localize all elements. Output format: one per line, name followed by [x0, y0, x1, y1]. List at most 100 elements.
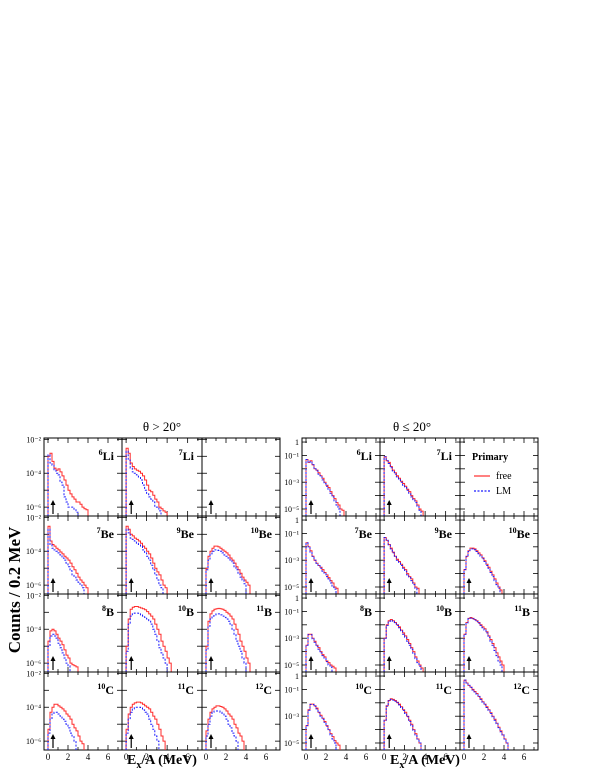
panel: 9Be: [379, 515, 461, 595]
panel: 10B: [121, 593, 203, 673]
nucleus-label: 7Li: [437, 448, 453, 463]
y-tick-label: 1: [295, 438, 299, 447]
left-group-title: θ > 20°: [143, 419, 181, 434]
arrow-head: [208, 734, 214, 739]
mass-number: 6: [99, 448, 103, 457]
panel: 10B: [379, 593, 461, 673]
nucleus-label: 7Be: [355, 526, 373, 541]
nucleus-label: 12C: [513, 682, 530, 697]
x-label-rest: /A (MeV): [403, 753, 460, 768]
panel-frame: [43, 515, 123, 595]
y-tick-label: 10⁻²: [26, 513, 41, 522]
lm-histogram: [305, 459, 341, 516]
panel: 10⁻² 10⁻⁴ 10⁻⁶ 7Be: [26, 513, 123, 595]
element-symbol: Be: [181, 527, 195, 541]
element-symbol: B: [444, 605, 452, 619]
y-tick-label: 10⁻²: [26, 591, 41, 600]
x-label-main: E: [127, 753, 136, 768]
mass-number: 11: [256, 604, 264, 613]
y-tick-label: 10⁻⁶: [26, 503, 41, 512]
y-tick-label: 10⁻¹: [284, 529, 299, 538]
y-axis-label: Counts / 0.2 MeV: [5, 526, 24, 653]
arrow-head: [386, 500, 392, 505]
arrow-head: [208, 500, 214, 505]
x-tick-label: 0: [204, 752, 209, 762]
free-histogram: [125, 447, 168, 516]
nucleus-label: 6Li: [99, 448, 115, 463]
element-symbol: Be: [259, 527, 273, 541]
y-tick-label: 10⁻³: [284, 556, 299, 565]
lm-histogram: [383, 619, 422, 672]
nucleus-label: 7Li: [179, 448, 195, 463]
panel: 0 2 4 6 11C: [121, 671, 203, 762]
x-tick-label: 4: [165, 752, 170, 762]
mass-number: 8: [102, 604, 106, 613]
x-tick-label: 6: [264, 752, 269, 762]
free-histogram: [205, 545, 251, 594]
nucleus-label: 10Be: [251, 526, 273, 541]
nucleus-label: 7Be: [97, 526, 115, 541]
x-label-subscript: x: [399, 760, 404, 770]
arrow-head: [128, 500, 134, 505]
element-symbol: B: [186, 605, 194, 619]
arrow-head: [466, 656, 472, 661]
element-symbol: Be: [101, 527, 115, 541]
nucleus-label: 12C: [255, 682, 272, 697]
y-tick-label: 10⁻¹: [284, 607, 299, 616]
arrow-head: [208, 578, 214, 583]
panel-frame: [121, 671, 203, 751]
panel-frame: [43, 671, 123, 751]
free-histogram: [47, 628, 79, 672]
panel: 0 2 4 6 1 10⁻¹ 10⁻³ 10⁻⁵ 10C: [284, 671, 381, 762]
y-tick-label: 10⁻⁵: [284, 505, 299, 514]
panel: 0 2 4 6 10⁻² 10⁻⁴ 10⁻⁶ 10C: [26, 669, 123, 762]
x-tick-label: 0: [46, 752, 51, 762]
nucleus-label: 9Be: [177, 526, 195, 541]
x-tick-label: 6: [443, 752, 448, 762]
panel-frame: [201, 671, 281, 751]
lm-histogram: [463, 548, 501, 594]
nucleus-label: 6Li: [357, 448, 373, 463]
nucleus-label: 10C: [97, 682, 114, 697]
y-tick-label: 10⁻⁴: [26, 703, 41, 712]
mass-number: 10: [97, 682, 105, 691]
arrow-head: [466, 734, 472, 739]
x-tick-label: 4: [502, 752, 507, 762]
free-histogram: [125, 701, 166, 750]
panel-frame: [379, 593, 461, 673]
panel-frame: [201, 515, 281, 595]
lm-histogram: [205, 549, 247, 594]
lm-histogram: [383, 537, 418, 594]
arrow-head: [50, 656, 56, 661]
free-histogram: [205, 607, 251, 672]
panel: 0 2 4 6 12C: [459, 671, 539, 762]
arrow-head: [50, 500, 56, 505]
x-tick-label: 6: [522, 752, 527, 762]
y-tick-label: 1: [295, 672, 299, 681]
right-group-title: θ ≤ 20°: [393, 419, 431, 434]
x-tick-label: 4: [344, 752, 349, 762]
x-tick-label: 2: [482, 752, 487, 762]
nucleus-label: 10C: [355, 682, 372, 697]
panel: 10Be: [201, 515, 281, 595]
panel-frame: [201, 437, 281, 517]
x-label-rest: /A (MeV): [140, 753, 197, 768]
x-label-main: E: [390, 753, 399, 768]
mass-number: 8: [360, 604, 364, 613]
lm-histogram: [47, 454, 79, 516]
nucleus-label: 9Be: [435, 526, 453, 541]
panel-frame: [459, 671, 539, 751]
y-tick-label: 10⁻¹: [284, 451, 299, 460]
arrow-head: [308, 578, 314, 583]
mass-number: 7: [355, 526, 359, 535]
x-tick-label: 2: [66, 752, 71, 762]
element-symbol: C: [263, 683, 272, 697]
panel-frame: [459, 437, 539, 517]
panel-frame: [43, 437, 123, 517]
y-tick-label: 10⁻³: [284, 634, 299, 643]
panel: Primary free LM: [459, 437, 539, 517]
free-histogram: [47, 525, 89, 594]
element-symbol: Li: [103, 449, 115, 463]
element-symbol: C: [363, 683, 372, 697]
